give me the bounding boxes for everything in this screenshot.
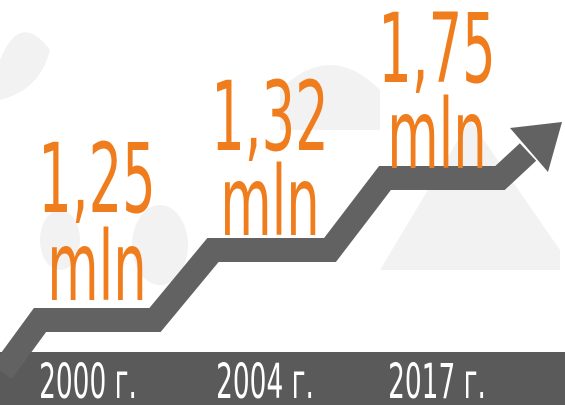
unit: mln [387, 80, 487, 192]
year: 2017 г. [388, 355, 486, 405]
year: 2000 г. [39, 355, 137, 405]
infographic: 1,25mln2000 г.1,32mln2004 г.1,75mln2017 … [0, 0, 565, 405]
unit: mln [220, 147, 320, 259]
year: 2004 г. [216, 355, 314, 405]
unit: mln [47, 212, 147, 324]
